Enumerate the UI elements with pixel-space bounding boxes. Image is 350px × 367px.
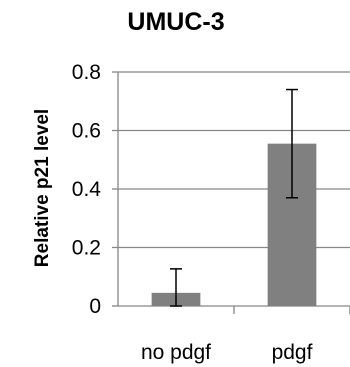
y-tick-label-0: 0 <box>89 295 101 318</box>
y-tick-label-4: 0.8 <box>72 61 101 84</box>
error-bars <box>170 88 298 307</box>
y-tick-labels: 0 0.2 0.4 0.6 0.8 <box>72 61 102 318</box>
x-category-label-0: no pdgf <box>141 341 211 364</box>
x-category-labels: no pdgf pdgf <box>141 341 313 364</box>
y-tick-label-2: 0.4 <box>72 178 102 201</box>
x-category-label-1: pdgf <box>272 341 313 364</box>
y-axis-label: Relative p21 level <box>32 109 53 267</box>
chart-title: UMUC-3 <box>127 8 224 36</box>
y-tick-label-3: 0.6 <box>72 120 101 143</box>
y-tick-label-1: 0.2 <box>72 237 101 260</box>
